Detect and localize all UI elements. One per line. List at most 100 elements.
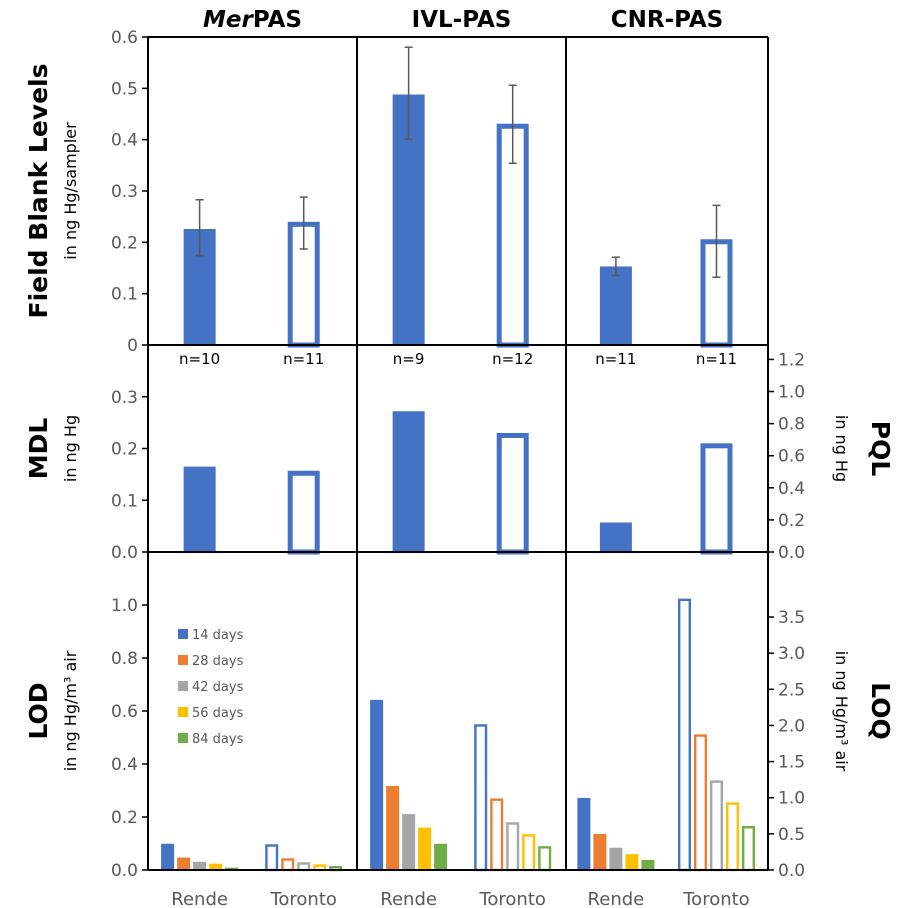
left-axis-title: MDL — [24, 418, 53, 480]
bar-rende-42-days — [402, 814, 416, 870]
column-title-text: PAS — [253, 7, 302, 33]
legend-swatch — [178, 733, 188, 743]
bar-rende-84-days — [225, 867, 239, 870]
column-title: IVL-PAS — [412, 7, 512, 33]
right-axis-title: LOQ — [866, 682, 895, 740]
bar-rende — [599, 266, 632, 345]
right-y-tick-label: 2.5 — [778, 680, 805, 700]
right-y-tick-label: 0.6 — [778, 447, 805, 467]
bar-toronto-14-days — [677, 598, 691, 872]
category-label: Toronto — [478, 889, 545, 908]
right-y-tick-label: 0.8 — [778, 415, 805, 435]
bar-toronto-84-days — [538, 846, 552, 872]
bar-toronto — [287, 470, 320, 555]
column-title-text: CNR-PAS — [611, 7, 724, 33]
category-label: Rende — [380, 889, 437, 908]
y-tick-label: 0.1 — [111, 491, 138, 511]
column-title-italic: Mer — [203, 7, 254, 33]
right-y-tick-label: 1.5 — [778, 753, 805, 773]
bar-rende-14-days — [161, 843, 175, 870]
sample-count-label: n=9 — [393, 350, 425, 368]
sample-count-label: n=12 — [492, 350, 533, 368]
y-tick-label: 0.0 — [111, 543, 138, 563]
right-y-tick-label: 0.4 — [778, 479, 805, 499]
bar-toronto-42-days — [709, 780, 723, 872]
legend-swatch — [178, 655, 188, 665]
left-axis-title: Field Blank Levels — [24, 64, 53, 319]
right-y-tick-label: 2.0 — [778, 716, 805, 736]
right-y-tick-label: 0.0 — [778, 861, 805, 881]
bar-rende-28-days — [386, 785, 400, 870]
sample-count-label: n=11 — [595, 350, 636, 368]
y-tick-label: 0.3 — [111, 388, 138, 408]
y-tick-label: 0.4 — [111, 131, 138, 151]
y-tick-label: 0.2 — [111, 233, 138, 253]
y-tick-label: 0.0 — [111, 861, 138, 881]
bar-rende — [183, 466, 216, 552]
bar-toronto-84-days — [741, 826, 755, 872]
left-axis-title: LOD — [24, 682, 53, 739]
y-tick-label: 0.1 — [111, 285, 138, 305]
right-y-tick-label: 1.0 — [778, 789, 805, 809]
y-tick-label: 0.8 — [111, 649, 138, 669]
bar-toronto-14-days — [265, 844, 279, 872]
right-y-tick-label: 0.0 — [778, 543, 805, 563]
bar-rende-14-days — [577, 797, 591, 870]
bar-rende-14-days — [370, 699, 384, 870]
right-y-tick-label: 1.2 — [778, 350, 805, 370]
bar-toronto-14-days — [474, 724, 488, 872]
y-tick-label: 0.2 — [111, 440, 138, 460]
y-tick-label: 0.2 — [111, 808, 138, 828]
right-y-tick-label: 0.5 — [778, 825, 805, 845]
legend-label: 28 days — [192, 654, 244, 669]
bar-rende-56-days — [209, 863, 223, 870]
bar-rende-28-days — [177, 857, 191, 870]
y-tick-label: 0.3 — [111, 182, 138, 202]
bar-rende — [392, 411, 425, 552]
left-axis-subtitle: in ng Hg — [61, 415, 80, 482]
legend-label: 84 days — [192, 732, 244, 747]
sample-count-label: n=11 — [283, 350, 324, 368]
bar-toronto-56-days — [725, 802, 739, 872]
sample-count-label: n=10 — [179, 350, 220, 368]
legend-label: 14 days — [192, 628, 244, 643]
bar-rende-84-days — [434, 843, 448, 870]
category-label: Rende — [171, 889, 228, 908]
bar-toronto-28-days — [281, 858, 295, 872]
bar-toronto — [700, 443, 733, 555]
bar-rende-42-days — [609, 847, 623, 870]
bar-rende-56-days — [625, 854, 639, 870]
bar-toronto — [496, 432, 529, 555]
column-title-text: IVL-PAS — [412, 7, 512, 33]
right-y-tick-label: 0.2 — [778, 511, 805, 531]
sample-count-label: n=11 — [696, 350, 737, 368]
legend-label: 56 days — [192, 706, 244, 721]
y-tick-label: 0.5 — [111, 79, 138, 99]
bar-toronto-42-days — [506, 822, 520, 872]
bar-rende-56-days — [418, 827, 432, 870]
bar-rende-42-days — [193, 861, 207, 870]
left-axis-subtitle: in ng Hg/m³ air — [61, 650, 80, 771]
right-y-tick-label: 3.5 — [778, 608, 805, 628]
bar-rende — [599, 522, 632, 552]
left-axis-subtitle: in ng Hg/sampler — [61, 122, 80, 260]
y-tick-label: 0.6 — [111, 702, 138, 722]
right-axis-subtitle: in ng Hg/m³ air — [832, 651, 851, 772]
bar-toronto — [287, 221, 320, 348]
bar-rende-28-days — [593, 833, 607, 870]
category-label: Toronto — [269, 889, 336, 908]
y-tick-label: 0.4 — [111, 755, 138, 775]
legend-swatch — [178, 707, 188, 717]
y-tick-label: 1.0 — [111, 596, 138, 616]
legend-swatch — [178, 681, 188, 691]
category-label: Toronto — [682, 889, 749, 908]
right-y-tick-label: 3.0 — [778, 644, 805, 664]
legend-label: 42 days — [192, 680, 244, 695]
right-y-tick-label: 1.0 — [778, 383, 805, 403]
y-tick-label: 0 — [127, 336, 138, 356]
right-axis-title: PQL — [866, 421, 895, 477]
column-title: MerPAS — [203, 7, 302, 33]
y-tick-label: 0.6 — [111, 28, 138, 48]
